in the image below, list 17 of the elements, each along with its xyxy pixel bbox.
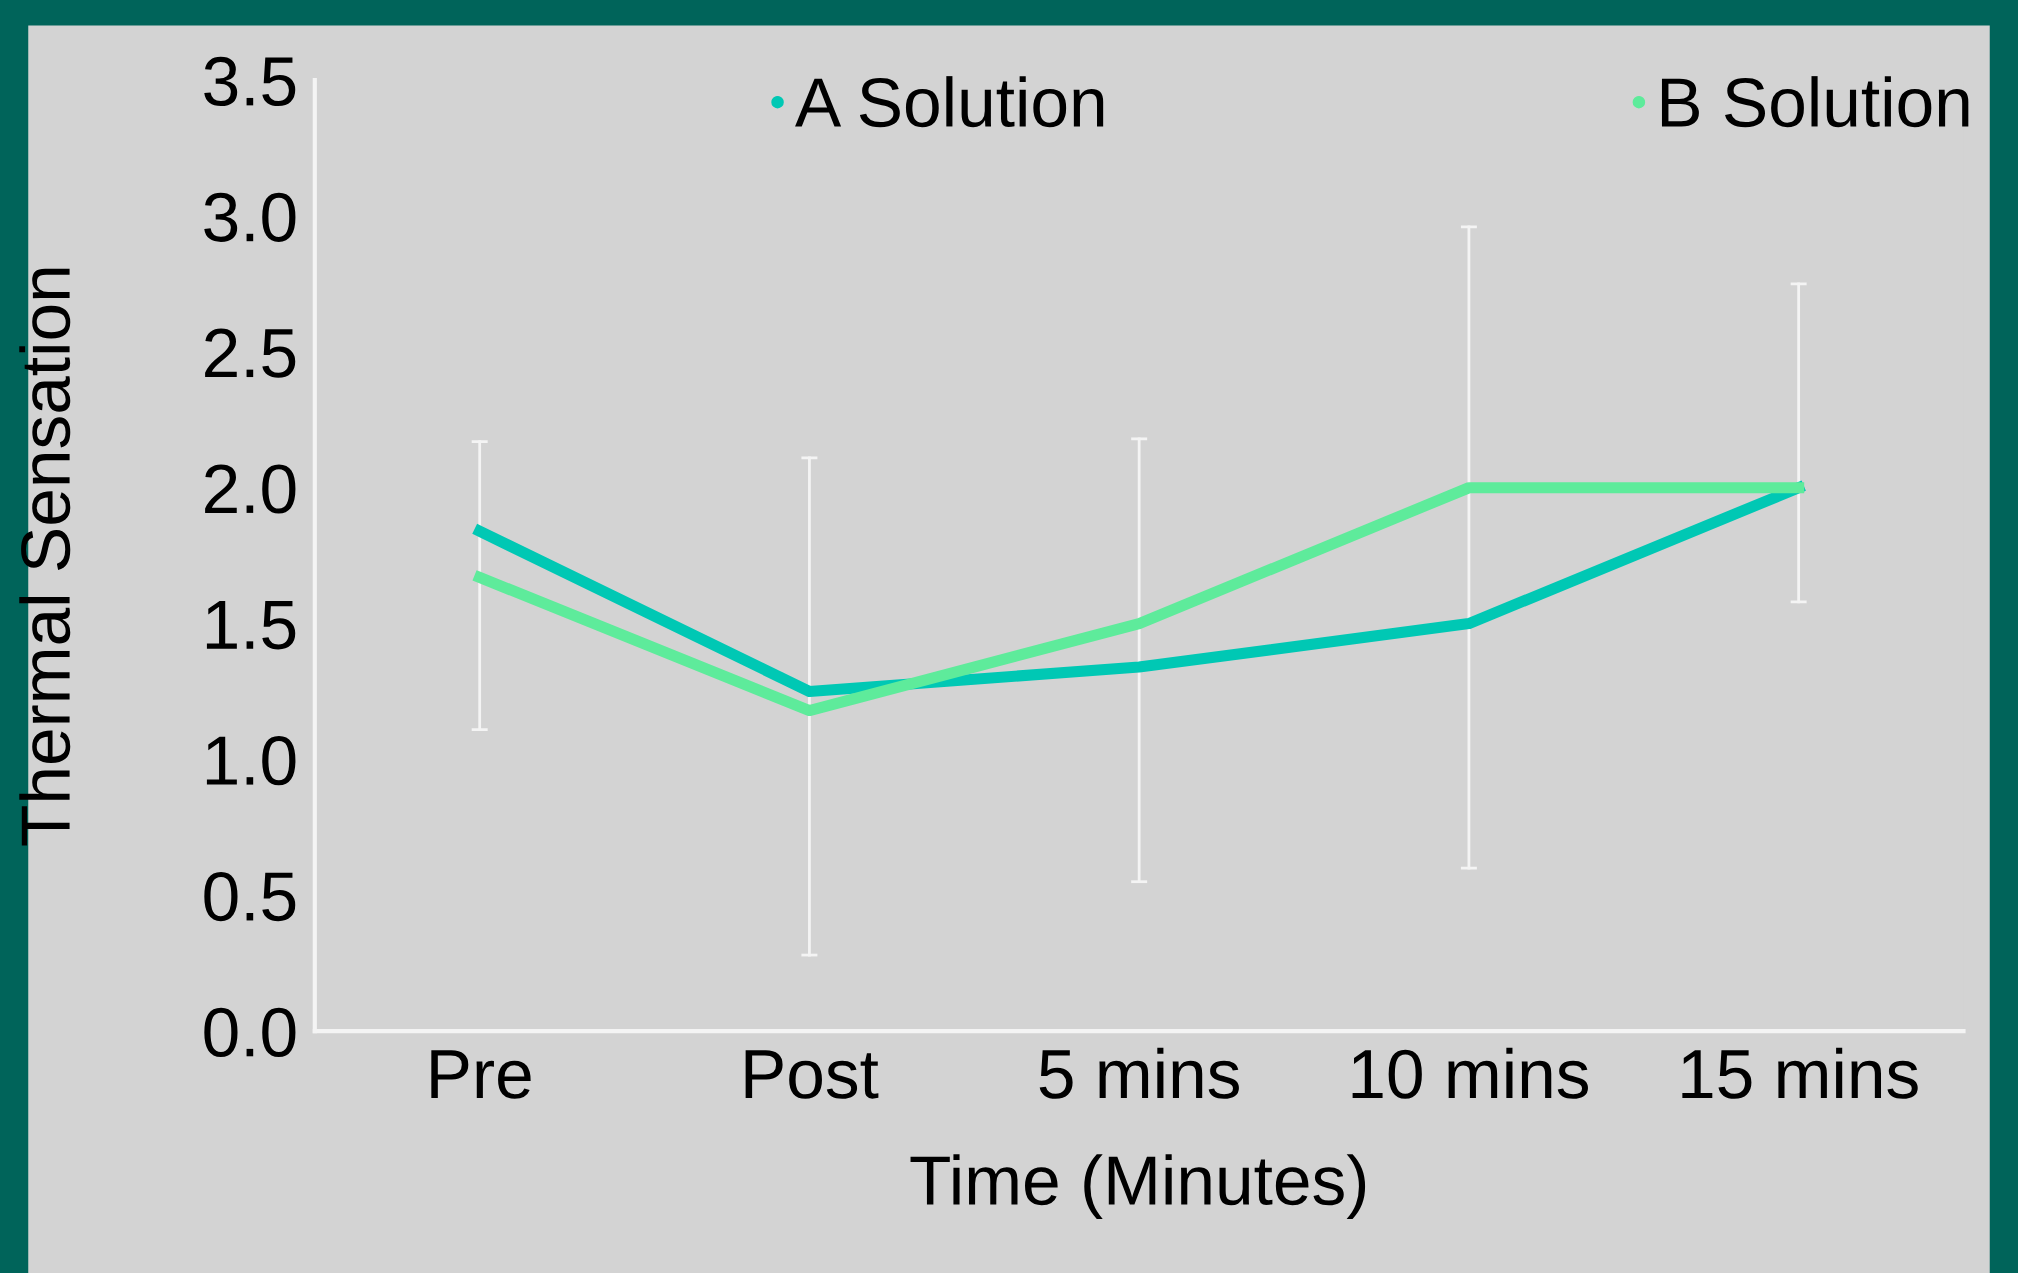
y-tick-label: 0.5 <box>204 871 296 922</box>
x-tick-label: Post <box>745 1050 879 1099</box>
y-tick-label: 2.5 <box>205 328 296 378</box>
y-tick-label: 1.5 <box>206 600 296 650</box>
y-tick-label: 1.0 <box>206 736 296 786</box>
y-tick-label: 0.0 <box>204 1007 296 1057</box>
x-tick-label: 10 mins <box>1352 1047 1588 1099</box>
y-tick-label: 2.0 <box>205 464 296 514</box>
x-axis-title: Time (Minutes) <box>910 1154 1366 1219</box>
x-tick-label: 15 mins <box>1682 1047 1918 1099</box>
legend-label: A Solution <box>795 76 1104 128</box>
legend-label: B Solution <box>1661 76 1969 128</box>
y-tick-label: 3.0 <box>204 192 296 242</box>
x-tick-label: 5 mins <box>1039 1047 1239 1099</box>
x-tick-label: Pre <box>431 1050 531 1099</box>
y-tick-label: 3.5 <box>204 56 296 107</box>
y-axis-title: Thermal Sensation <box>19 268 71 846</box>
